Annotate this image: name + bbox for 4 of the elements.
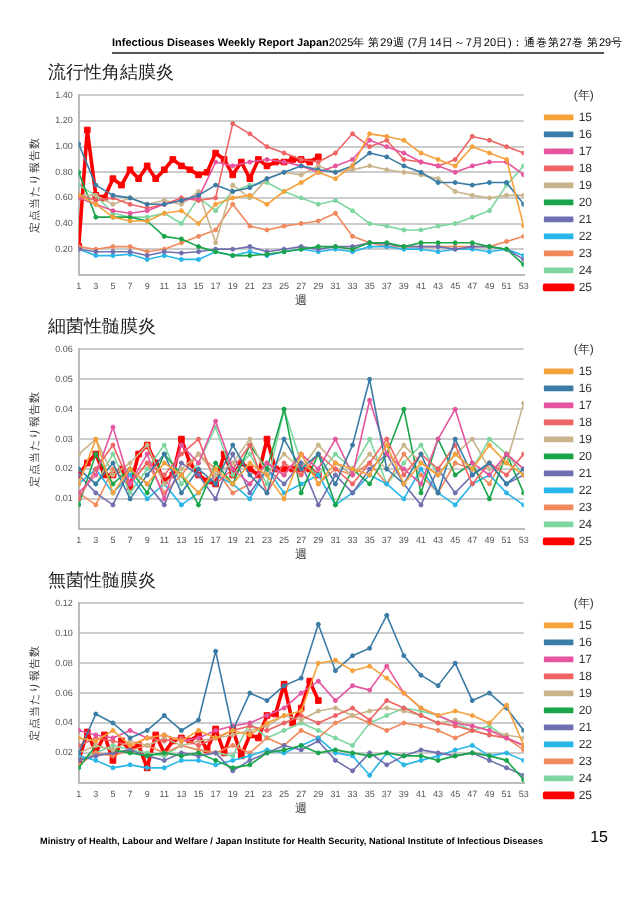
chart-title: 細菌性髄膜炎: [48, 316, 158, 338]
chart-title: 無菌性髄膜炎: [48, 570, 158, 592]
text: 15: [590, 828, 608, 846]
chart-title: 流行性角結膜炎: [48, 62, 176, 84]
